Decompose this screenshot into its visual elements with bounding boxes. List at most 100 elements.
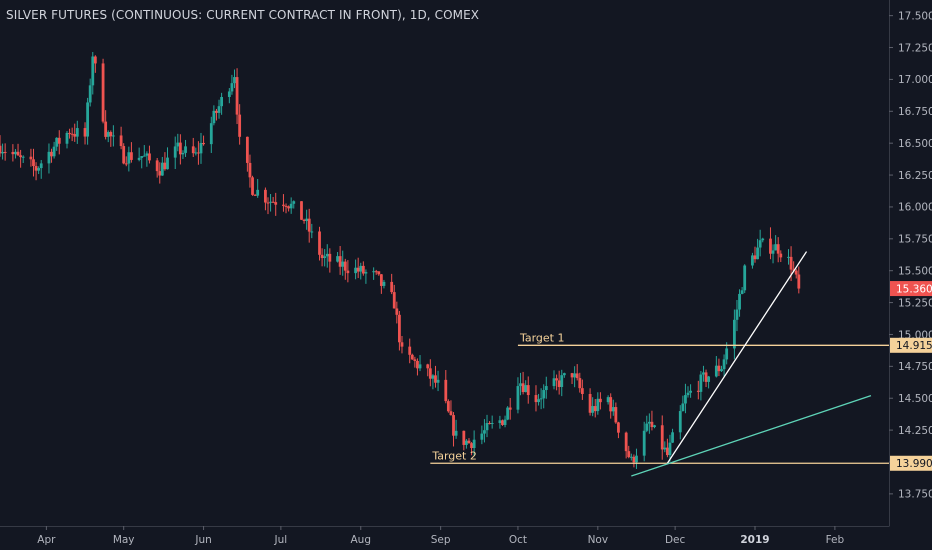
candle-body [771,250,775,254]
candle-body [753,255,757,260]
candle-body [83,128,87,137]
candle-body [580,388,584,394]
x-tick-label: Feb [826,534,845,546]
y-tick-label: 16.500 [898,138,932,150]
time-axis[interactable]: Apr May Jun Jul Aug Sep Oct Nov Dec 2019 Feb [37,526,845,546]
candle-body [359,265,363,272]
candle-body [21,156,25,158]
candle-body [699,374,703,392]
candle-body [732,319,736,349]
candle-body [794,270,798,275]
candle-body [346,270,350,274]
candle-body [702,372,705,375]
candle-body [544,386,548,391]
candle-body [668,442,672,456]
candle-body [328,253,332,262]
candle-body [575,373,579,379]
candle-body [130,152,133,160]
candle-body [320,254,324,259]
y-tick-label: 16.750 [898,106,932,118]
candle-body [645,423,649,431]
candle-body [140,156,144,158]
candle-body [681,403,685,412]
candle-body [155,160,159,172]
candle-body [245,136,249,163]
candle-body [627,451,631,458]
candle-body [374,271,378,273]
x-tick-label: Oct [509,534,527,546]
candle-body [119,135,123,147]
candle-body [426,364,430,369]
level-price-tag [890,337,932,353]
candle-body [3,151,7,153]
candle-body [127,152,131,164]
candle-body [220,96,224,107]
candle-body [410,354,414,360]
candle-body [292,201,296,204]
candle-body [624,432,628,452]
y-tick-label: 16.000 [898,202,932,214]
candle-body [660,425,664,450]
candle-body [73,134,77,137]
candle-body [431,375,435,379]
candle-body [75,128,79,137]
level-price-tag-text: 13.990 [896,458,932,470]
candle-body [256,189,260,196]
candle-body [356,267,360,272]
candle-body [209,123,213,145]
candle-body [178,142,182,155]
candle-body [444,379,448,402]
candle-body [560,375,564,387]
candle-body [199,142,203,154]
candle-body [449,411,453,416]
last-price-tag [890,281,932,297]
candle-body [650,421,654,428]
candle-body [684,395,687,404]
candle-body [467,440,471,444]
candle-body [557,380,561,387]
candle-body [310,231,314,233]
candle-body [93,56,97,64]
candle-body [101,63,105,122]
candle-body [506,407,510,420]
candle-body [562,373,566,376]
candle-body [521,383,525,393]
candle-body [642,430,646,456]
candle-body [341,261,345,267]
candle-body [34,166,38,171]
candle-body [47,151,51,164]
candle-body [106,132,110,137]
y-tick-label: 14.500 [898,393,932,405]
candle-body [217,106,221,113]
target-level-label: Target 2 [431,449,477,462]
candle-body [740,290,744,294]
candle-body [508,407,512,410]
candle-body [39,163,43,169]
candle-body [287,206,291,209]
candle-body [570,373,574,378]
candle-body [148,153,151,161]
candle-body [488,423,491,425]
candle-body [400,342,404,347]
candle-body [428,368,432,379]
candle-body [611,407,615,412]
trend-line [666,251,808,464]
y-tick-label: 17.250 [898,42,932,54]
candle-body [614,407,618,423]
candle-body [52,146,56,157]
candle-body [284,205,288,207]
x-tick-label: Dec [665,534,686,546]
target-level-label: Target 1 [519,331,565,344]
trend-line [631,395,872,477]
candle-body [32,159,35,167]
candle-body [264,189,267,203]
candle-body [248,162,252,178]
price-tags-group: 14.915 13.990 15.360 [890,281,932,471]
candle-body [503,419,507,425]
candle-body [446,401,450,412]
candle-body [689,390,692,393]
candle-body [212,110,216,124]
candle-body [235,77,239,115]
